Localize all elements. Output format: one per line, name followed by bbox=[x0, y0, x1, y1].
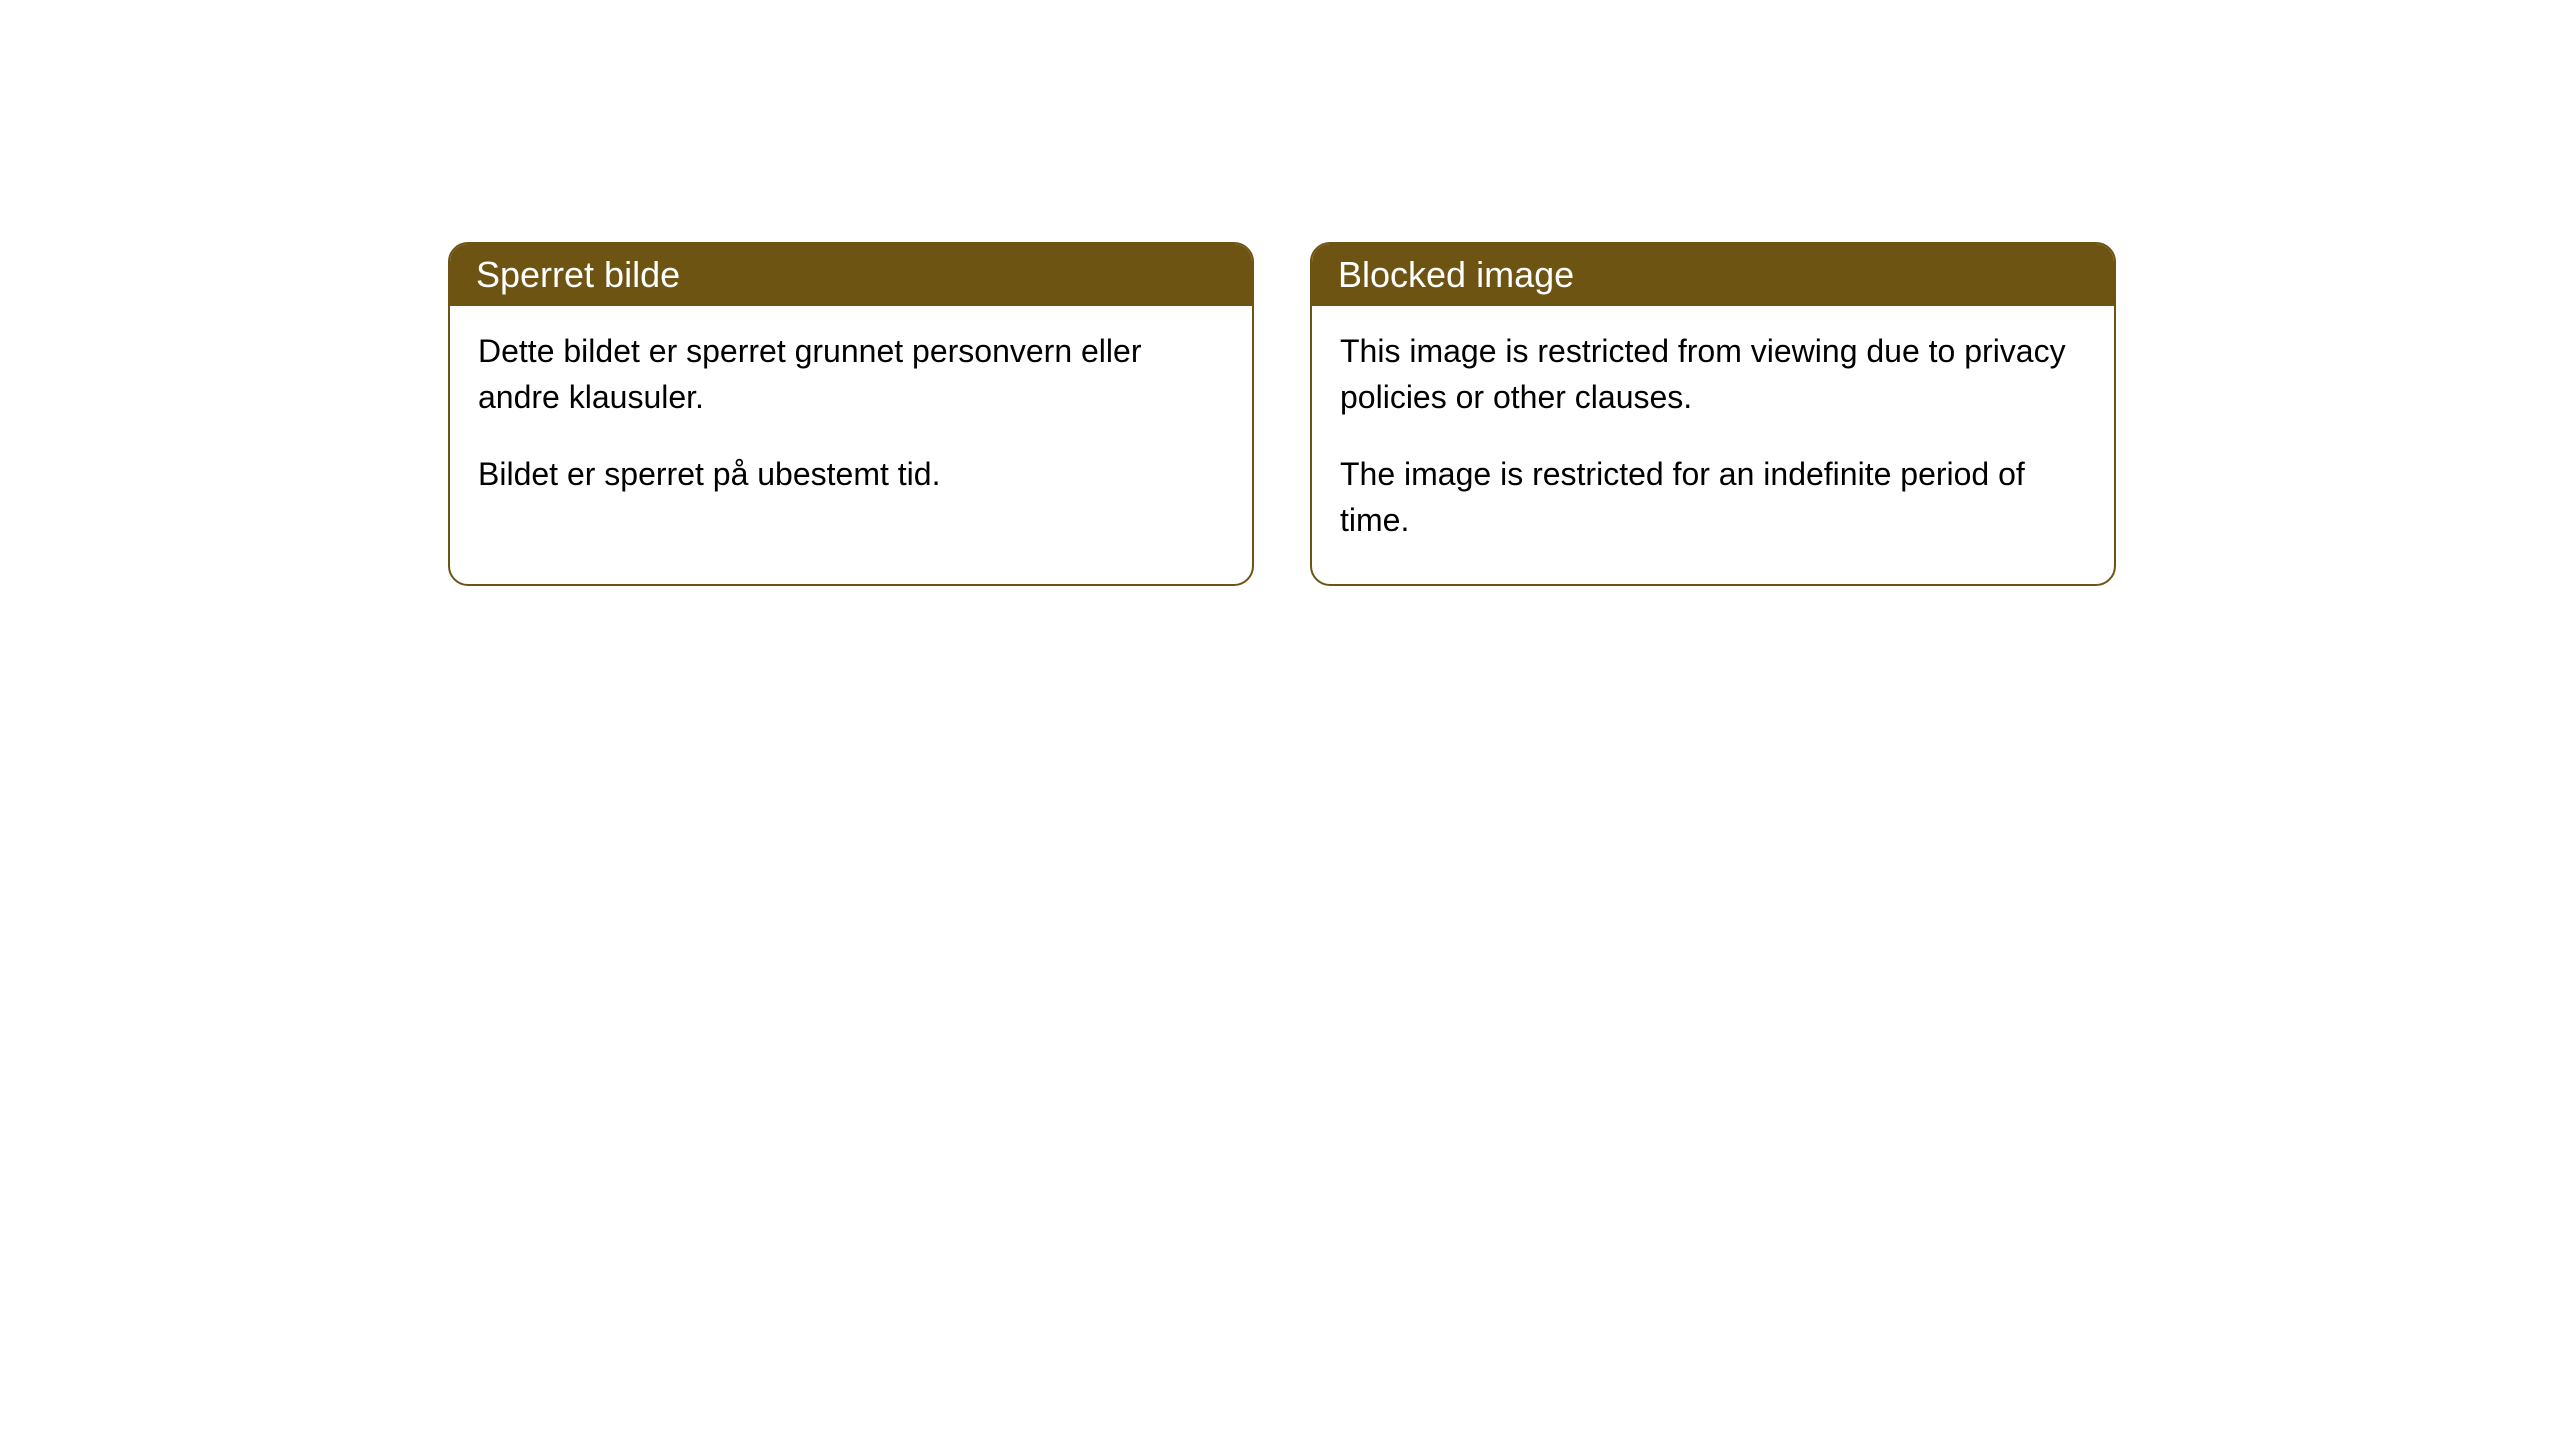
card-body-en: This image is restricted from viewing du… bbox=[1312, 306, 2114, 584]
blocked-image-card-no: Sperret bilde Dette bildet er sperret gr… bbox=[448, 242, 1254, 586]
card-header-no: Sperret bilde bbox=[450, 244, 1252, 306]
card-paragraph-en-1: This image is restricted from viewing du… bbox=[1340, 328, 2086, 421]
card-header-en: Blocked image bbox=[1312, 244, 2114, 306]
blocked-image-card-en: Blocked image This image is restricted f… bbox=[1310, 242, 2116, 586]
card-body-no: Dette bildet er sperret grunnet personve… bbox=[450, 306, 1252, 537]
card-paragraph-no-1: Dette bildet er sperret grunnet personve… bbox=[478, 328, 1224, 421]
card-paragraph-no-2: Bildet er sperret på ubestemt tid. bbox=[478, 451, 1224, 497]
card-title-no: Sperret bilde bbox=[476, 254, 680, 295]
card-paragraph-en-2: The image is restricted for an indefinit… bbox=[1340, 451, 2086, 544]
notice-cards-container: Sperret bilde Dette bildet er sperret gr… bbox=[0, 0, 2560, 586]
card-title-en: Blocked image bbox=[1338, 254, 1574, 295]
